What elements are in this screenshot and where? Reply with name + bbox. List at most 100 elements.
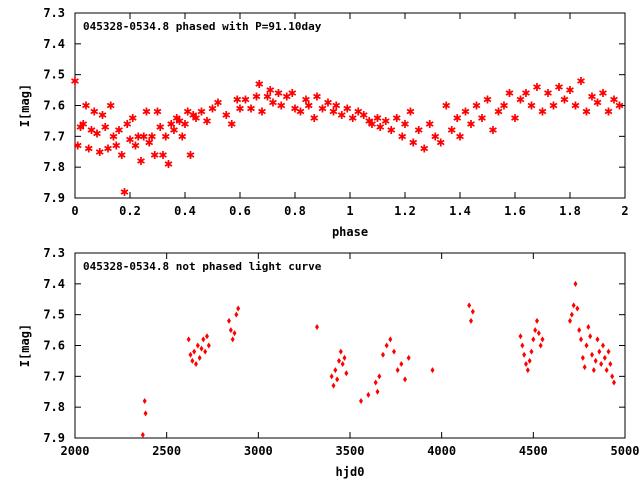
data-point <box>230 336 235 343</box>
data-point <box>205 333 209 340</box>
data-point <box>538 342 543 349</box>
data-point <box>203 348 208 355</box>
data-point <box>573 280 578 287</box>
data-point: ✱ <box>90 106 99 119</box>
data-point <box>606 348 611 355</box>
data-point: ✱ <box>73 140 82 153</box>
data-point <box>142 398 147 404</box>
data-point <box>335 376 340 383</box>
data-point: ✱ <box>112 140 121 153</box>
data-point <box>533 327 538 334</box>
chart-1-x-axis-label: phase <box>332 225 368 239</box>
data-point: ✱ <box>197 106 206 119</box>
data-point: ✱ <box>153 106 162 119</box>
chart-2-title: 045328-0534.8 not phased light curve <box>83 260 322 273</box>
data-point: ✱ <box>593 96 602 109</box>
chart-2-x-tick-label: 4000 <box>427 444 456 458</box>
data-point: ✱ <box>392 112 401 125</box>
data-point: ✱ <box>598 87 607 100</box>
chart-1-x-tick-label: 1 <box>346 204 353 218</box>
data-point: ✱ <box>246 103 255 116</box>
data-point: ✱ <box>296 106 305 119</box>
data-point: ✱ <box>554 81 563 94</box>
data-point: ✱ <box>208 103 217 116</box>
data-point <box>384 342 389 349</box>
chart-2-x-tick-label: 2500 <box>152 444 181 458</box>
data-point: ✱ <box>79 118 88 131</box>
data-point: ✱ <box>84 143 93 156</box>
data-point <box>192 348 197 355</box>
data-point <box>571 302 576 309</box>
chart-1-y-tick-label: 7.3 <box>43 6 65 20</box>
data-point: ✱ <box>125 133 134 146</box>
data-point <box>331 382 336 389</box>
data-point: ✱ <box>381 115 390 128</box>
data-point: ✱ <box>516 93 525 106</box>
data-point: ✱ <box>466 118 475 131</box>
data-point: ✱ <box>436 137 445 150</box>
data-point <box>599 361 604 367</box>
data-point <box>597 348 602 355</box>
data-point <box>188 351 193 358</box>
data-point <box>568 317 572 324</box>
data-point: ✱ <box>499 100 508 113</box>
chart-1-x-tick-label: 0 <box>71 204 78 218</box>
data-point: ✱ <box>120 186 129 199</box>
chart-2-points <box>140 280 616 438</box>
data-point: ✱ <box>123 118 132 131</box>
data-point: ✱ <box>494 106 503 119</box>
data-point <box>399 361 404 367</box>
data-point <box>406 354 411 361</box>
data-point: ✱ <box>376 121 385 134</box>
data-point <box>527 357 532 364</box>
data-point: ✱ <box>156 121 165 134</box>
chart-1-y-tick-label: 7.6 <box>43 99 65 113</box>
chart-2-y-axis-label: I[mag] <box>18 324 32 367</box>
data-point: ✱ <box>582 106 591 119</box>
data-point: ✱ <box>233 93 242 106</box>
data-point <box>430 367 435 374</box>
data-point: ✱ <box>387 124 396 137</box>
data-point: ✱ <box>139 130 148 143</box>
data-point <box>381 351 385 358</box>
chart-1-points: ✱✱✱✱✱✱✱✱✱✱✱✱✱✱✱✱✱✱✱✱✱✱✱✱✱✱✱✱✱✱✱✱✱✱✱✱✱✱✱✱… <box>70 75 624 199</box>
data-point <box>227 317 231 324</box>
data-point: ✱ <box>587 90 596 103</box>
data-point <box>612 379 616 386</box>
data-point <box>186 336 191 343</box>
data-point: ✱ <box>92 127 101 140</box>
data-point <box>522 351 527 358</box>
data-point: ✱ <box>359 109 368 122</box>
chart-1-y-tick-label: 7.5 <box>43 68 65 82</box>
data-point: ✱ <box>477 112 486 125</box>
data-point: ✱ <box>312 90 321 103</box>
data-point: ✱ <box>565 84 574 97</box>
chart-1-y-axis-label: I[mag] <box>18 84 32 127</box>
data-point: ✱ <box>142 106 151 119</box>
data-point <box>403 376 407 383</box>
data-point: ✱ <box>461 106 470 119</box>
data-point <box>470 308 475 315</box>
data-point <box>518 333 523 340</box>
data-point <box>236 305 241 312</box>
data-point <box>569 311 574 318</box>
data-point: ✱ <box>337 109 346 122</box>
data-point <box>604 367 609 374</box>
data-point <box>199 345 204 352</box>
data-point: ✱ <box>343 103 352 116</box>
data-point: ✱ <box>136 155 145 168</box>
data-point: ✱ <box>301 93 310 106</box>
data-point: ✱ <box>164 158 173 171</box>
data-point: ✱ <box>609 93 618 106</box>
data-point <box>536 330 541 337</box>
data-point <box>206 342 211 349</box>
data-point <box>375 388 380 395</box>
data-point: ✱ <box>213 96 222 109</box>
data-point: ✱ <box>175 115 184 128</box>
data-point: ✱ <box>87 124 96 137</box>
data-point: ✱ <box>161 130 170 143</box>
data-point <box>359 398 363 404</box>
data-point <box>143 410 148 417</box>
data-point: ✱ <box>406 106 415 119</box>
data-point <box>580 354 585 361</box>
